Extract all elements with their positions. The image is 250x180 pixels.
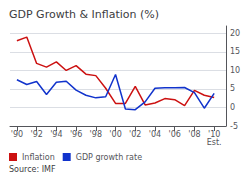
svg-text:Inflation: Inflation	[22, 153, 55, 162]
svg-text:'04: '04	[149, 130, 161, 139]
svg-text:'90: '90	[11, 130, 23, 139]
svg-text:10: 10	[230, 66, 240, 75]
svg-text:0: 0	[230, 103, 235, 112]
svg-text:'08: '08	[188, 130, 200, 139]
svg-text:'02: '02	[129, 130, 141, 139]
svg-text:'92: '92	[30, 130, 42, 139]
svg-text:20: 20	[230, 29, 240, 38]
svg-text:Est.: Est.	[207, 138, 222, 147]
svg-text:'96: '96	[70, 130, 82, 139]
svg-text:'98: '98	[90, 130, 102, 139]
svg-text:'94: '94	[50, 130, 62, 139]
svg-text:5: 5	[230, 84, 235, 93]
svg-text:GDP Growth & Inflation (%): GDP Growth & Inflation (%)	[9, 8, 159, 21]
svg-text:Source: IMF: Source: IMF	[9, 165, 56, 174]
svg-text:'06: '06	[169, 130, 181, 139]
svg-text:GDP growth rate: GDP growth rate	[76, 153, 142, 162]
svg-text:'00: '00	[109, 130, 121, 139]
svg-text:15: 15	[230, 47, 240, 56]
svg-text:-5: -5	[230, 122, 238, 131]
svg-text:'10: '10	[208, 129, 221, 139]
